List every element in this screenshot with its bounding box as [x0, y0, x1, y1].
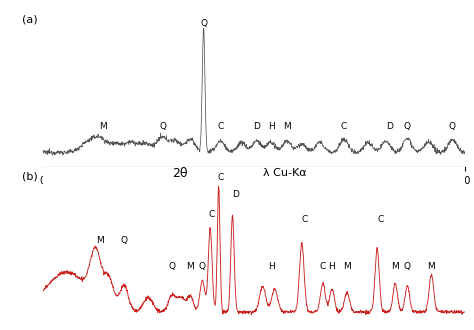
Text: D: D: [232, 190, 239, 199]
Text: Q: Q: [199, 262, 206, 271]
Text: Q: Q: [404, 262, 411, 271]
Text: M: M: [392, 262, 399, 271]
Text: C: C: [217, 173, 224, 182]
Text: M: M: [96, 236, 104, 245]
Text: Q: Q: [449, 122, 456, 131]
Text: Q: Q: [200, 19, 207, 28]
Text: Q: Q: [404, 122, 411, 131]
Text: C: C: [377, 214, 383, 224]
Text: (a): (a): [21, 15, 37, 25]
Text: M: M: [99, 122, 107, 131]
Text: (b): (b): [21, 171, 37, 182]
Text: D: D: [253, 122, 260, 131]
Text: 2θ: 2θ: [173, 167, 188, 180]
Text: M: M: [283, 122, 291, 131]
Text: H: H: [268, 122, 275, 131]
Text: D: D: [386, 122, 392, 131]
Text: C: C: [208, 211, 215, 219]
Text: C: C: [320, 262, 326, 271]
Text: λ Cu-Kα: λ Cu-Kα: [263, 168, 306, 178]
Text: C: C: [217, 122, 224, 131]
Text: Q: Q: [169, 262, 176, 271]
Text: Q: Q: [160, 122, 167, 131]
Text: Q: Q: [120, 236, 128, 245]
Text: H: H: [328, 262, 335, 271]
Text: M: M: [428, 262, 435, 271]
Text: M: M: [343, 262, 351, 271]
Text: M: M: [186, 262, 194, 271]
Text: C: C: [341, 122, 347, 131]
Text: H: H: [268, 262, 275, 271]
Text: C: C: [301, 214, 308, 224]
